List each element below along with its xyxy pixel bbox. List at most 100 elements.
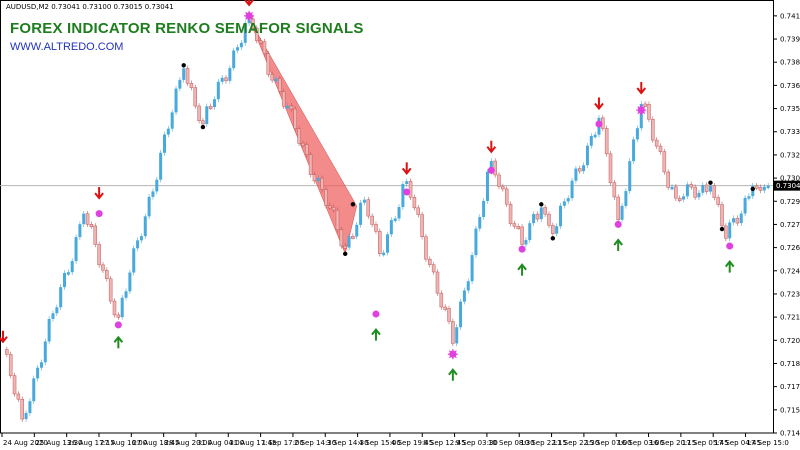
candle-down xyxy=(374,224,378,232)
signal-arrow-down-head xyxy=(0,336,8,344)
candle-down xyxy=(439,292,444,308)
candle-down xyxy=(612,182,617,198)
candle-down xyxy=(328,205,332,209)
semafor-dot-pink xyxy=(595,120,603,128)
candle-up xyxy=(120,297,124,318)
candle-down xyxy=(185,68,190,84)
y-tick-label: 0.72040 xyxy=(780,337,800,345)
candle-up xyxy=(562,201,566,206)
candle-down xyxy=(270,74,274,81)
candle-up xyxy=(66,272,70,275)
candle-down xyxy=(16,393,21,400)
candle-down xyxy=(716,197,720,205)
candle-up xyxy=(682,196,686,200)
candle-up xyxy=(697,192,701,198)
candle-up xyxy=(405,181,409,185)
candle-up xyxy=(489,161,493,172)
signal-arrow-down-head xyxy=(401,167,412,175)
y-tick-label: 0.71590 xyxy=(780,406,800,414)
symbol-label: AUDUSD,M2 0.73041 0.73100 0.73015 0.7304… xyxy=(6,3,174,11)
candle-up xyxy=(43,341,47,363)
candle-up xyxy=(701,184,705,193)
candle-up xyxy=(685,184,689,197)
candle-down xyxy=(201,120,205,125)
candle-down xyxy=(412,196,417,209)
candle-up xyxy=(539,207,543,220)
signal-arrow-up-head xyxy=(517,263,527,271)
y-tick-label: 0.72490 xyxy=(780,267,800,275)
y-tick-label: 0.72640 xyxy=(780,244,800,252)
candle-down xyxy=(551,225,555,234)
signal-arrow-down-head xyxy=(94,192,104,200)
candle-up xyxy=(124,291,128,298)
y-tick-label: 0.72190 xyxy=(780,314,800,322)
candle-up xyxy=(524,240,528,245)
candle-down xyxy=(504,188,509,205)
semafor-dot-pink xyxy=(95,210,103,218)
y-tick-label: 0.73390 xyxy=(780,128,800,136)
candle-down xyxy=(608,153,613,183)
candle-down xyxy=(255,27,259,41)
candle-down xyxy=(293,108,297,129)
y-tick-label: 0.73840 xyxy=(780,59,800,67)
y-tick-label: 0.73240 xyxy=(780,151,800,159)
candle-down xyxy=(547,213,551,226)
semafor-dot-black xyxy=(343,251,348,256)
candle-up xyxy=(216,81,220,100)
candle-down xyxy=(305,144,309,155)
candle-down xyxy=(366,199,371,217)
signal-arrow-down-head xyxy=(244,0,254,7)
candle-down xyxy=(20,399,24,420)
y-tick-label: 0.71440 xyxy=(780,430,800,438)
candle-down xyxy=(735,217,740,224)
candle-up xyxy=(178,79,182,89)
candle-up xyxy=(470,255,474,282)
semafor-star-ray xyxy=(448,350,457,359)
candle-up xyxy=(166,128,170,135)
x-tick-label: 1 Sep 17:00 xyxy=(262,439,304,447)
x-tick-label: 3 Sep 14:30 xyxy=(326,439,368,447)
semafor-star-ray xyxy=(245,11,254,20)
signal-arrow-up-head xyxy=(113,335,124,343)
candle-up xyxy=(589,135,593,146)
candle-down xyxy=(116,314,121,318)
candle-down xyxy=(12,375,17,395)
semafor-dot-black xyxy=(750,186,755,192)
candle-down xyxy=(666,171,670,188)
x-tick-label: 10 Sep 22:15 xyxy=(520,439,567,447)
candle-up xyxy=(70,261,74,273)
candle-up xyxy=(386,234,389,253)
candle-up xyxy=(247,18,251,24)
y-tick-label: 0.73990 xyxy=(780,36,800,44)
semafor-dot-black xyxy=(539,202,544,207)
y-tick-label: 0.74140 xyxy=(780,12,800,20)
signal-arrow-down-head xyxy=(594,102,604,111)
candle-up xyxy=(286,105,290,109)
semafor-dot-pink xyxy=(372,310,380,318)
y-tick-label: 0.73090 xyxy=(780,175,800,183)
y-tick-label: 0.71890 xyxy=(780,360,800,368)
candle-up xyxy=(732,218,736,223)
candle-down xyxy=(578,168,582,172)
candle-up xyxy=(59,287,63,308)
candle-up xyxy=(639,103,643,129)
x-tick-label: 17 Sep 04:45 xyxy=(714,439,761,447)
candle-up xyxy=(147,196,151,217)
candle-down xyxy=(101,264,105,271)
candle-up xyxy=(55,307,59,314)
candle-up xyxy=(670,186,674,190)
candle-down xyxy=(651,119,655,141)
semafor-dot-pink xyxy=(403,188,411,196)
candle-down xyxy=(431,264,436,273)
candle-up xyxy=(51,313,55,319)
y-tick-label: 0.73540 xyxy=(780,105,800,113)
candle-down xyxy=(262,41,267,54)
candle-down xyxy=(420,214,424,238)
x-tick-label: 11 Sep 22:30 xyxy=(553,439,600,447)
candle-up xyxy=(401,184,405,208)
plot-frame xyxy=(0,0,774,434)
candle-up xyxy=(635,128,639,140)
candle-up xyxy=(151,191,155,197)
